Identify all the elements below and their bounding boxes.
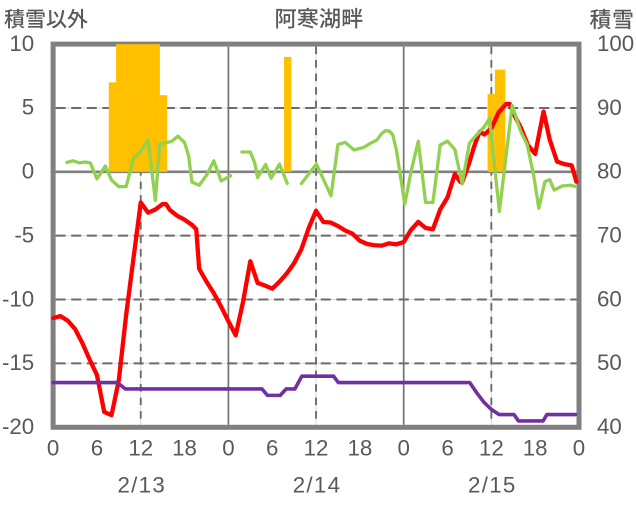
svg-text:50: 50 [597,350,622,375]
svg-text:6: 6 [441,436,453,461]
svg-text:-5: -5 [14,223,34,248]
svg-text:0: 0 [22,159,34,184]
svg-text:40: 40 [597,414,622,439]
svg-text:80: 80 [597,159,622,184]
svg-text:12: 12 [304,436,329,461]
svg-text:18: 18 [347,436,372,461]
svg-text:5: 5 [22,95,34,120]
svg-text:0: 0 [222,436,234,461]
svg-text:18: 18 [172,436,197,461]
svg-text:2/13: 2/13 [117,472,166,497]
svg-text:10: 10 [9,31,34,56]
svg-text:0: 0 [397,436,409,461]
svg-text:0: 0 [573,436,585,461]
svg-text:-10: -10 [2,286,34,311]
svg-text:70: 70 [597,223,622,248]
svg-text:0: 0 [47,436,59,461]
svg-text:60: 60 [597,286,622,311]
svg-text:18: 18 [523,436,548,461]
svg-text:2/14: 2/14 [293,472,342,497]
svg-text:12: 12 [479,436,504,461]
svg-text:12: 12 [128,436,153,461]
svg-text:100: 100 [597,31,634,56]
svg-text:-15: -15 [2,350,34,375]
svg-text:6: 6 [266,436,278,461]
svg-text:90: 90 [597,95,622,120]
svg-text:2/15: 2/15 [468,472,517,497]
svg-text:6: 6 [91,436,103,461]
svg-text:-20: -20 [2,414,34,439]
